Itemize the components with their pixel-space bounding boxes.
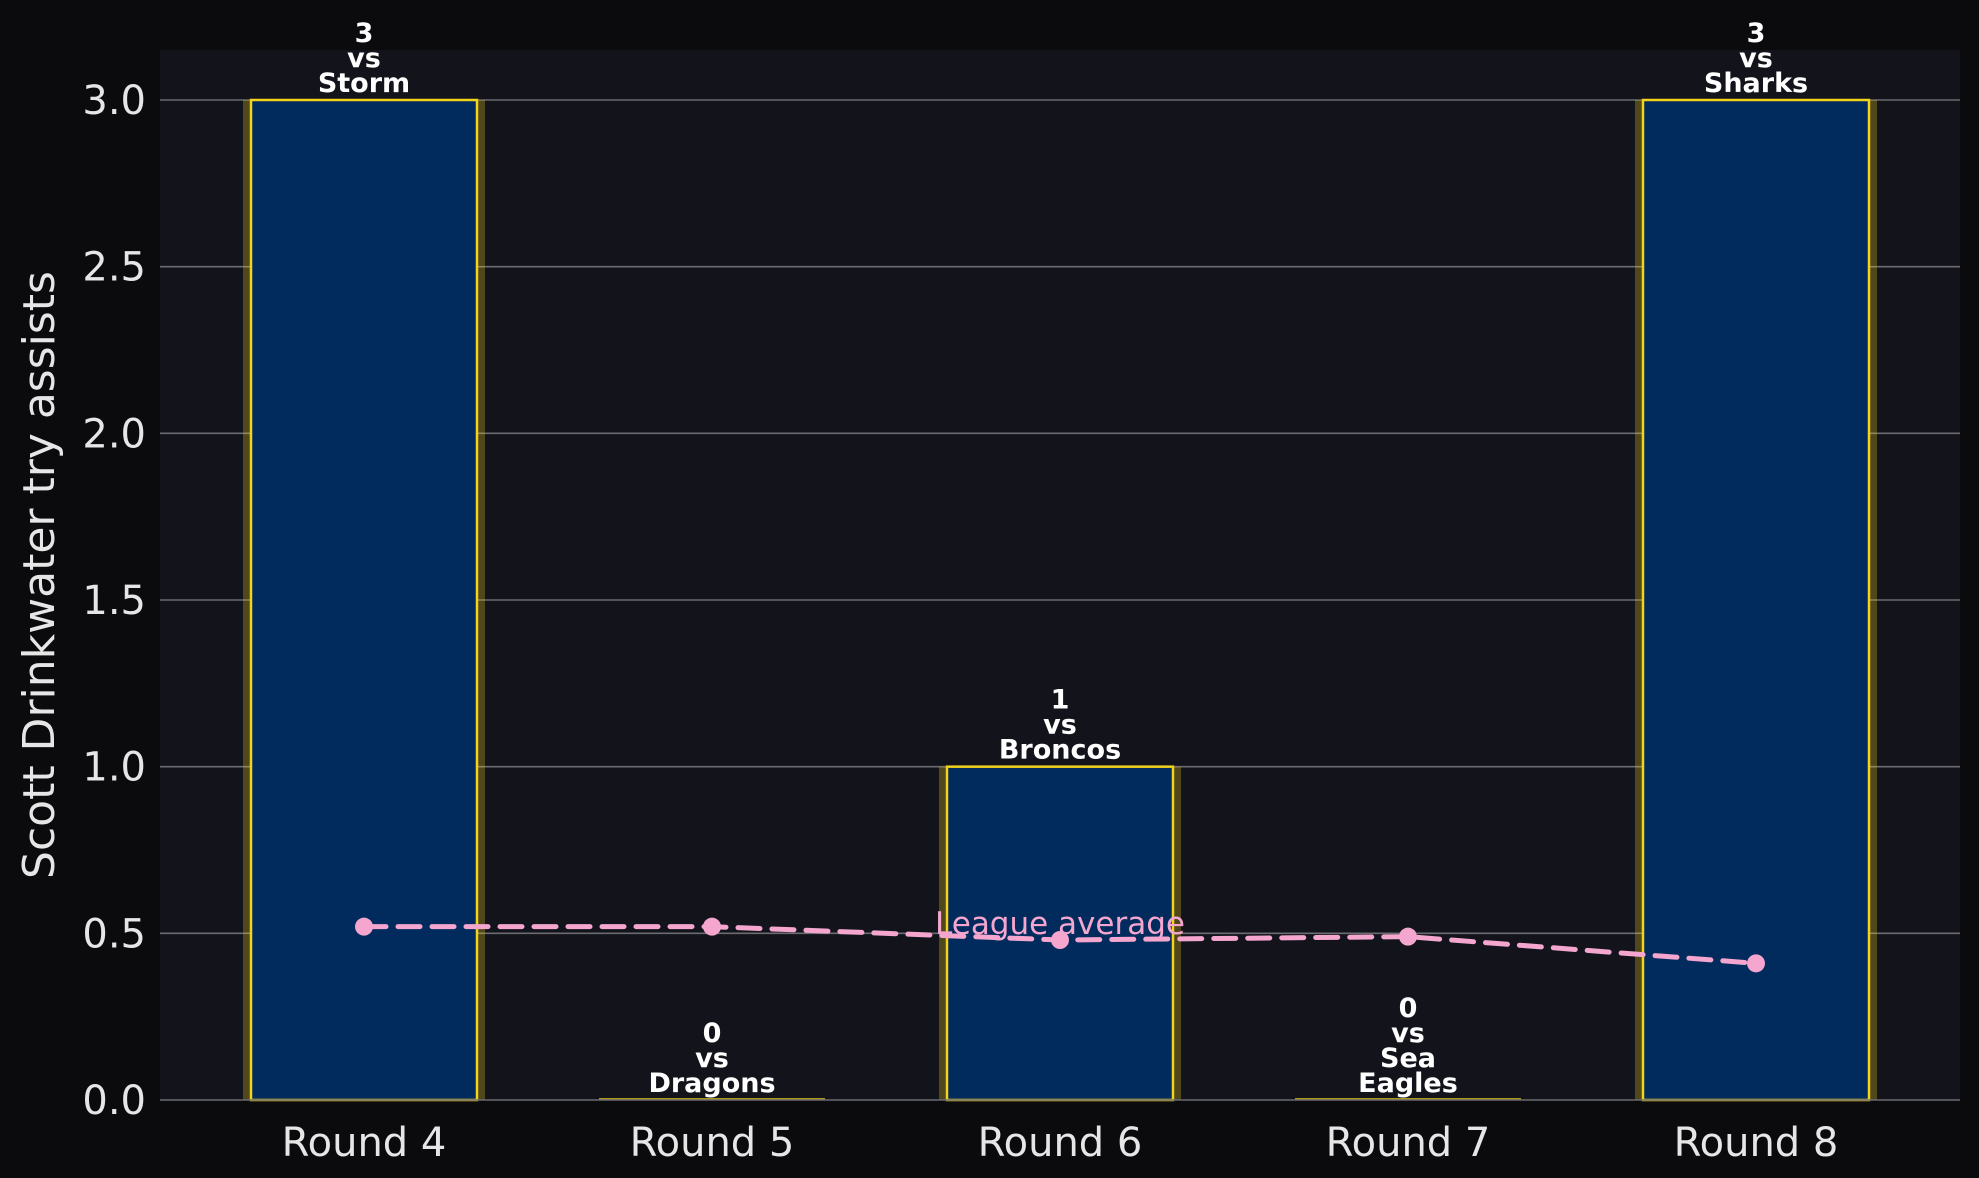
bar-label-line: Sea <box>1380 1043 1436 1074</box>
bar-label-line: Storm <box>318 68 410 99</box>
bar-label-line: Dragons <box>648 1068 775 1099</box>
y-tick-label: 3.0 <box>82 78 146 124</box>
x-tick-label: Round 8 <box>1674 1120 1839 1166</box>
y-tick-label: 1.5 <box>82 578 146 624</box>
league-average-point <box>1399 927 1417 946</box>
league-average-line: League average <box>355 906 1765 973</box>
league-average-point <box>703 917 721 936</box>
y-tick-label: 0.5 <box>82 911 146 957</box>
y-tick-label: 2.0 <box>82 411 146 457</box>
bar-label-line: vs <box>1391 1018 1425 1049</box>
y-tick-label: 2.5 <box>82 245 146 291</box>
league-average-point <box>1747 954 1765 973</box>
bar-label-line: 3 <box>1747 18 1766 49</box>
y-tick-label: 1.0 <box>82 745 146 791</box>
y-axis-title: Scott Drinkwater try assists <box>14 271 65 879</box>
bar-label-line: Broncos <box>999 735 1121 766</box>
bar-label-line: 0 <box>703 1018 722 1049</box>
bar-label-line: Sharks <box>1704 68 1808 99</box>
bar-label-line: 0 <box>1399 993 1418 1024</box>
bar-label-line: vs <box>1043 710 1077 741</box>
league-average-annotation: League average <box>935 906 1185 942</box>
bar-label-line: Eagles <box>1358 1068 1458 1099</box>
x-tick-label: Round 6 <box>978 1120 1143 1166</box>
x-tick-label: Round 5 <box>630 1120 795 1166</box>
bar-round-4 <box>249 98 479 1102</box>
bar-label-line: 1 <box>1051 685 1070 716</box>
bar-label-line: vs <box>695 1043 729 1074</box>
league-average-point <box>355 917 373 936</box>
axes: 0.0 0.5 1.0 1.5 2.0 2.5 3.0 Round 4 Round 5 Round… <box>82 78 1960 1166</box>
bar-label-line: vs <box>347 43 381 74</box>
y-tick-label: 0.0 <box>82 1078 146 1124</box>
bar-round-8 <box>1641 98 1871 1102</box>
bar-label-line: vs <box>1739 43 1773 74</box>
bar-label-line: 3 <box>355 18 374 49</box>
x-tick-label: Round 7 <box>1326 1120 1491 1166</box>
bar-labels: 3vsStorm0vsDragons1vsBroncos0vsSeaEagles… <box>318 18 1808 1099</box>
league-average-point <box>1051 931 1069 949</box>
x-tick-label: Round 4 <box>282 1120 447 1166</box>
